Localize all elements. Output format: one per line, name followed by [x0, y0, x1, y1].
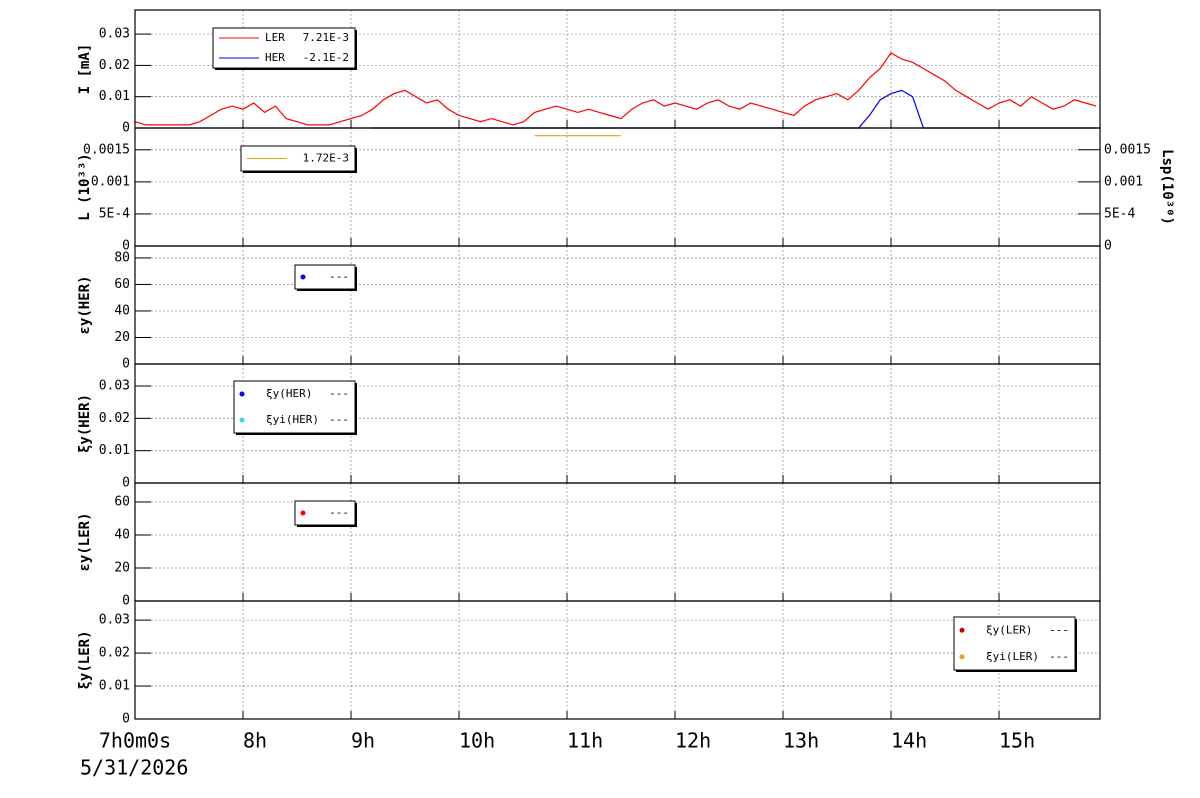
y-tick-label: 80 [114, 250, 130, 265]
y-tick-label: 0 [122, 239, 130, 254]
legend-label: ξyi(LER) [986, 650, 1039, 663]
y-tick-label: 60 [114, 494, 130, 509]
series-line [134, 52, 1097, 126]
y2-tick-label: 0.0015 [1104, 142, 1151, 157]
y-tick-label: 0 [122, 357, 130, 372]
legend-box [953, 616, 1076, 671]
legend-value: 7.21E-3 [303, 31, 349, 44]
y-tick-label: 0 [122, 121, 130, 136]
plot-frame [134, 600, 1101, 720]
legend-label: HER [265, 51, 285, 64]
legend-label: ξyi(HER) [266, 413, 319, 426]
date-label: 5/31/2026 [80, 756, 188, 780]
y-axis-label: εy(LER) [77, 512, 93, 571]
legend-label: ξy(LER) [986, 623, 1032, 636]
legend-box [233, 380, 356, 434]
legend-value: --- [1049, 623, 1069, 636]
y-tick-label: 20 [114, 560, 130, 575]
y-tick-label: 0.02 [99, 58, 130, 73]
plot-frame [134, 482, 1101, 602]
y-tick-label: 0.02 [99, 646, 130, 661]
y-tick-label: 0.01 [99, 679, 130, 694]
legend-swatch [239, 391, 245, 397]
x-tick-label: 9h [351, 729, 375, 753]
y-tick-label: 0.03 [99, 378, 130, 393]
legend-swatch [239, 417, 245, 423]
x-tick-label: 11h [567, 729, 603, 753]
y-tick-label: 40 [114, 303, 130, 318]
y-tick-label: 0.001 [91, 174, 130, 189]
legend-value: --- [329, 387, 349, 400]
y2-tick-label: 0.001 [1104, 174, 1143, 189]
y-tick-label: 0 [122, 476, 130, 491]
y-tick-label: 0.01 [99, 89, 130, 104]
legend-box [294, 264, 356, 290]
legend-swatch [300, 274, 306, 280]
x-tick-label: 14h [891, 729, 927, 753]
y-tick-label: 20 [114, 330, 130, 345]
x-tick-label: 7h0m0s [99, 729, 171, 753]
y-axis-label: εy(HER) [77, 275, 93, 334]
y-tick-label: 0 [122, 594, 130, 609]
legend-box [212, 27, 356, 69]
x-tick-label: 15h [999, 729, 1035, 753]
legend-box [294, 500, 356, 526]
y2-tick-label: 5E-4 [1104, 206, 1135, 221]
legend-label: LER [265, 31, 285, 44]
legend-label: ξy(HER) [266, 387, 312, 400]
y-tick-label: 0 [122, 712, 130, 727]
legend-swatch [300, 510, 306, 516]
x-tick-label: 8h [243, 729, 267, 753]
y-tick-label: 40 [114, 527, 130, 542]
legend-value: --- [329, 506, 349, 519]
legend-value: --- [1049, 650, 1069, 663]
y-axis-label: I [mA] [77, 44, 93, 95]
y2-axis-label: Lsp(10³⁰) [1159, 149, 1175, 225]
legend-swatch [959, 654, 965, 660]
legend-value: --- [329, 270, 349, 283]
legend-swatch [959, 627, 965, 633]
legend-value: 1.72E-3 [303, 152, 349, 165]
x-tick-label: 13h [783, 729, 819, 753]
legend-value: --- [329, 413, 349, 426]
x-tick-label: 12h [675, 729, 711, 753]
y-axis-label: L (10³³) [77, 153, 93, 220]
plot-frame [134, 245, 1101, 365]
y2-tick-label: 0 [1104, 239, 1112, 254]
y-axis-label: ξy(HER) [77, 394, 93, 453]
y-tick-label: 5E-4 [99, 206, 130, 221]
y-axis-label: ξy(LER) [77, 630, 93, 689]
y-tick-label: 60 [114, 277, 130, 292]
y-tick-label: 0.01 [99, 443, 130, 458]
x-tick-label: 10h [459, 729, 495, 753]
legend-value: -2.1E-2 [303, 51, 349, 64]
y-tick-label: 0.02 [99, 411, 130, 426]
y-tick-label: 0.0015 [83, 142, 130, 157]
y-tick-label: 0.03 [99, 27, 130, 42]
y-tick-label: 0.03 [99, 613, 130, 628]
